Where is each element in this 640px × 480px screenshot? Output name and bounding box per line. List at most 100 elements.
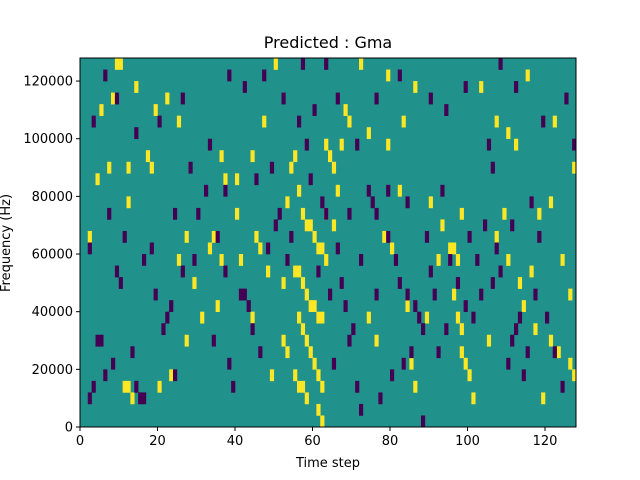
low-value-cell (289, 230, 294, 243)
low-value-cell (297, 115, 302, 128)
high-value-cell (130, 392, 135, 405)
low-value-cell (300, 58, 306, 70)
high-value-cell (331, 161, 337, 174)
low-value-cell (417, 311, 422, 324)
high-value-cell (320, 311, 325, 324)
high-value-cell (211, 230, 216, 243)
low-value-cell (204, 184, 209, 197)
high-value-cell (424, 311, 430, 324)
high-value-cell (502, 207, 507, 220)
high-value-cell (312, 300, 317, 312)
high-value-cell (324, 138, 329, 151)
high-value-cell (459, 323, 464, 336)
high-value-cell (548, 334, 554, 347)
low-value-cell (374, 288, 379, 301)
low-value-cell (560, 380, 565, 393)
high-value-cell (176, 254, 182, 266)
x-tick-label: 80 (382, 434, 399, 449)
high-value-cell (413, 380, 418, 393)
high-value-cell (308, 346, 313, 359)
high-value-cell (440, 219, 445, 232)
low-value-cell (223, 265, 228, 278)
low-value-cell (533, 288, 538, 301)
high-value-cell (506, 254, 511, 266)
high-value-cell (254, 230, 259, 243)
y-tick-label: 0 (65, 421, 73, 436)
low-value-cell (215, 230, 220, 243)
low-value-cell (91, 380, 96, 393)
high-value-cell (285, 346, 290, 359)
high-value-cell (250, 150, 255, 163)
high-value-cell (459, 207, 464, 220)
high-value-cell (281, 277, 286, 289)
low-value-cell (114, 265, 120, 278)
low-value-cell (192, 254, 197, 266)
high-value-cell (126, 380, 131, 393)
high-value-cell (300, 207, 306, 220)
low-value-cell (169, 300, 174, 312)
high-value-cell (250, 311, 255, 324)
low-value-cell (359, 403, 364, 416)
low-value-cell (498, 58, 503, 70)
low-value-cell (103, 69, 108, 82)
y-tick-label: 80000 (32, 190, 73, 205)
low-value-cell (130, 346, 135, 359)
low-value-cell (347, 334, 352, 347)
high-value-cell (316, 311, 321, 324)
high-value-cell (235, 173, 240, 186)
high-value-cell (374, 334, 379, 347)
x-tick-label: 20 (149, 434, 166, 449)
low-value-cell (161, 323, 166, 336)
low-value-cell (405, 196, 410, 209)
high-value-cell (390, 242, 395, 255)
low-value-cell (134, 127, 139, 140)
high-value-cell (572, 161, 577, 174)
high-value-cell (87, 230, 92, 243)
high-value-cell (506, 127, 511, 140)
high-value-cell (297, 380, 302, 393)
low-value-cell (273, 219, 278, 232)
high-value-cell (339, 138, 344, 151)
low-value-cell (269, 161, 275, 174)
high-value-cell (304, 288, 309, 301)
high-value-cell (316, 369, 321, 382)
high-value-cell (122, 380, 127, 393)
low-value-cell (107, 207, 112, 220)
low-value-cell (355, 138, 360, 151)
high-value-cell (568, 357, 573, 370)
low-value-cell (475, 254, 480, 266)
low-value-cell (223, 184, 228, 197)
high-value-cell (428, 196, 433, 209)
low-value-cell (471, 311, 476, 324)
plot-frame (79, 57, 577, 428)
high-value-cell (405, 300, 410, 312)
high-value-cell (184, 334, 189, 347)
low-value-cell (428, 92, 433, 105)
high-value-cell (525, 69, 530, 82)
low-value-cell (87, 242, 92, 255)
low-value-cell (238, 288, 244, 301)
high-value-cell (436, 254, 441, 266)
low-value-cell (351, 323, 356, 336)
low-value-cell (254, 173, 259, 186)
low-value-cell (324, 207, 329, 220)
low-value-cell (444, 323, 449, 336)
high-value-cell (331, 219, 337, 232)
low-value-cell (95, 334, 100, 347)
low-value-cell (525, 346, 530, 359)
low-value-cell (564, 92, 569, 105)
high-value-cell (494, 230, 499, 243)
low-value-cell (552, 346, 557, 359)
low-value-cell (479, 288, 484, 301)
low-value-cell (153, 288, 158, 301)
y-axis-ticks: 0 20000 40000 60000 80000 100000 120000 (23, 75, 80, 436)
low-value-cell (498, 265, 503, 278)
high-value-cell (235, 207, 240, 220)
low-value-cell (397, 277, 402, 289)
low-value-cell (103, 369, 108, 382)
high-value-cell (366, 311, 371, 324)
high-value-cell (521, 300, 526, 312)
low-value-cell (138, 392, 143, 405)
high-value-cell (200, 311, 205, 324)
